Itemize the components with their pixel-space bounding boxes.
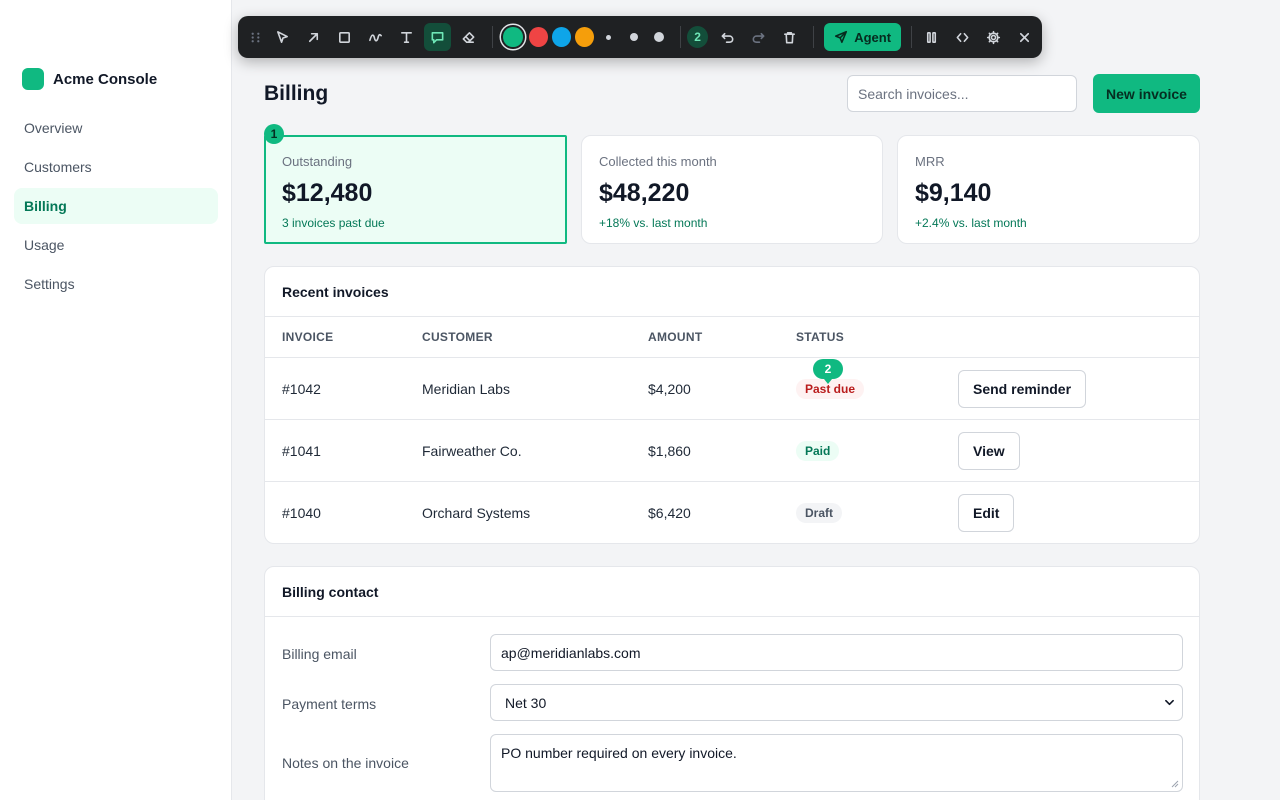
stat-sub: 3 invoices past due [282, 216, 385, 230]
stat-label: MRR [915, 154, 945, 169]
stat-value: $9,140 [915, 179, 992, 207]
text-icon[interactable] [393, 23, 420, 51]
toolbar-divider [911, 26, 912, 48]
rectangle-icon[interactable] [331, 23, 358, 51]
search-input[interactable] [847, 75, 1077, 112]
agent-button[interactable]: Agent [824, 23, 902, 51]
invoice-number: #1040 [282, 505, 321, 521]
pause-icon[interactable] [918, 23, 945, 51]
customer-name: Fairweather Co. [422, 442, 522, 459]
agent-button-label: Agent [854, 29, 892, 45]
customer-name: Meridian Labs [422, 380, 510, 397]
status-badge: Draft [796, 503, 843, 523]
table-row: #1042 Meridian Labs $4,200 Past due Send… [265, 358, 1199, 420]
payment-terms-value: Net 30 [505, 694, 547, 711]
column-header-customer: CUSTOMER [422, 330, 493, 344]
column-header-amount: AMOUNT [648, 330, 703, 344]
color-swatch-red[interactable] [528, 27, 548, 47]
stat-label: Outstanding [282, 154, 353, 169]
billing-email-field[interactable]: ap@meridianlabs.com [490, 634, 1183, 671]
page-title: Billing [264, 82, 329, 105]
view-button[interactable]: View [958, 431, 1020, 470]
toolbar-divider [492, 26, 494, 48]
color-swatch-orange[interactable] [575, 27, 595, 47]
toolbar-divider [813, 26, 815, 48]
collapse-icon[interactable] [949, 23, 976, 51]
table-row: #1040 Orchard Systems $6,420 Draft Edit [265, 482, 1199, 543]
stroke-size-small[interactable] [598, 23, 619, 51]
sidebar-nav: Overview Customers Billing Usage Setting… [14, 110, 218, 305]
annotation-count-badge: 2 [687, 26, 709, 48]
annotation-marker-1[interactable]: 1 [264, 124, 284, 144]
settings-icon[interactable] [980, 23, 1007, 51]
trash-icon[interactable] [776, 23, 803, 51]
stat-card-collected: Collected this month $48,220 +18% vs. la… [581, 135, 883, 244]
column-header-invoice: INVOICE [282, 330, 334, 344]
comment-icon[interactable] [424, 23, 452, 51]
invoice-number: #1041 [282, 442, 321, 459]
annotation-marker-2[interactable]: 2 [813, 359, 843, 384]
stat-sub: +2.4% vs. last month [915, 216, 1027, 230]
new-invoice-button[interactable]: New invoice [1093, 74, 1200, 113]
notes-label: Notes on the invoice [282, 755, 409, 771]
form-row-email: Billing email ap@meridianlabs.com [265, 634, 1199, 684]
redo-icon[interactable] [745, 23, 772, 51]
form-row-notes: Notes on the invoice PO number required … [265, 734, 1199, 800]
form-row-terms: Payment terms Net 30 [265, 684, 1199, 734]
notes-value: PO number required on every invoice. [501, 745, 737, 761]
status-badge: Paid [796, 440, 840, 461]
send-reminder-button[interactable]: Send reminder [958, 369, 1087, 408]
stat-label: Collected this month [599, 154, 717, 169]
invoice-amount: $1,860 [648, 442, 691, 459]
status-badge: Past due [796, 378, 865, 399]
grip-icon[interactable] [246, 23, 265, 51]
invoice-amount: $6,420 [648, 505, 691, 521]
table-header: INVOICE CUSTOMER AMOUNT STATUS [265, 317, 1199, 358]
invoice-number: #1042 [282, 380, 321, 397]
sidebar-item-usage[interactable]: Usage [24, 237, 65, 253]
toolbar-divider [680, 26, 681, 48]
stat-value: $48,220 [599, 179, 690, 207]
resize-handle-icon[interactable] [1171, 780, 1179, 788]
sidebar-item-overview[interactable]: Overview [24, 120, 83, 136]
column-header-status: STATUS [796, 330, 845, 344]
payment-terms-label: Payment terms [282, 696, 377, 712]
chevron-down-icon [1165, 699, 1174, 706]
annotation-toolbar: 2 Agent [238, 16, 1042, 58]
stat-sub: +18% vs. last month [599, 216, 708, 230]
close-icon[interactable] [1011, 23, 1038, 51]
arrow-icon[interactable] [300, 23, 327, 51]
brand[interactable]: Acme Console [22, 68, 157, 90]
brand-logo-icon [22, 68, 44, 90]
color-swatch-blue[interactable] [551, 27, 572, 47]
brand-name: Acme Console [53, 70, 158, 88]
card-title: Billing contact [265, 567, 1199, 617]
stat-value: $12,480 [282, 179, 373, 207]
customer-name: Orchard Systems [422, 505, 531, 521]
edit-button[interactable]: Edit [958, 494, 1015, 532]
select-arrow-icon[interactable] [269, 23, 296, 51]
payment-terms-select[interactable]: Net 30 [490, 684, 1183, 721]
undo-icon[interactable] [714, 23, 741, 51]
sidebar: Acme Console Overview Customers Billing … [0, 0, 232, 800]
billing-email-label: Billing email [282, 646, 357, 662]
billing-contact-card: Billing contact Billing email ap@meridia… [264, 566, 1200, 800]
stroke-size-medium[interactable] [624, 23, 645, 51]
color-swatch-green[interactable] [503, 27, 523, 47]
sidebar-item-settings[interactable]: Settings [24, 276, 75, 292]
table-row: #1041 Fairweather Co. $1,860 Paid View [265, 420, 1199, 482]
eraser-icon[interactable] [455, 23, 482, 51]
freehand-icon[interactable] [362, 23, 389, 51]
stat-card-mrr: MRR $9,140 +2.4% vs. last month [897, 135, 1200, 244]
stat-card-outstanding: Outstanding $12,480 3 invoices past due [264, 135, 567, 244]
invoice-amount: $4,200 [648, 380, 691, 397]
recent-invoices-card: Recent invoices INVOICE CUSTOMER AMOUNT … [264, 266, 1200, 544]
send-icon [835, 30, 848, 44]
sidebar-item-customers[interactable]: Customers [24, 159, 92, 175]
notes-textarea[interactable]: PO number required on every invoice. [490, 734, 1183, 792]
stroke-size-large[interactable] [649, 23, 670, 51]
card-title: Recent invoices [265, 267, 1199, 317]
sidebar-item-billing[interactable]: Billing [14, 188, 218, 224]
